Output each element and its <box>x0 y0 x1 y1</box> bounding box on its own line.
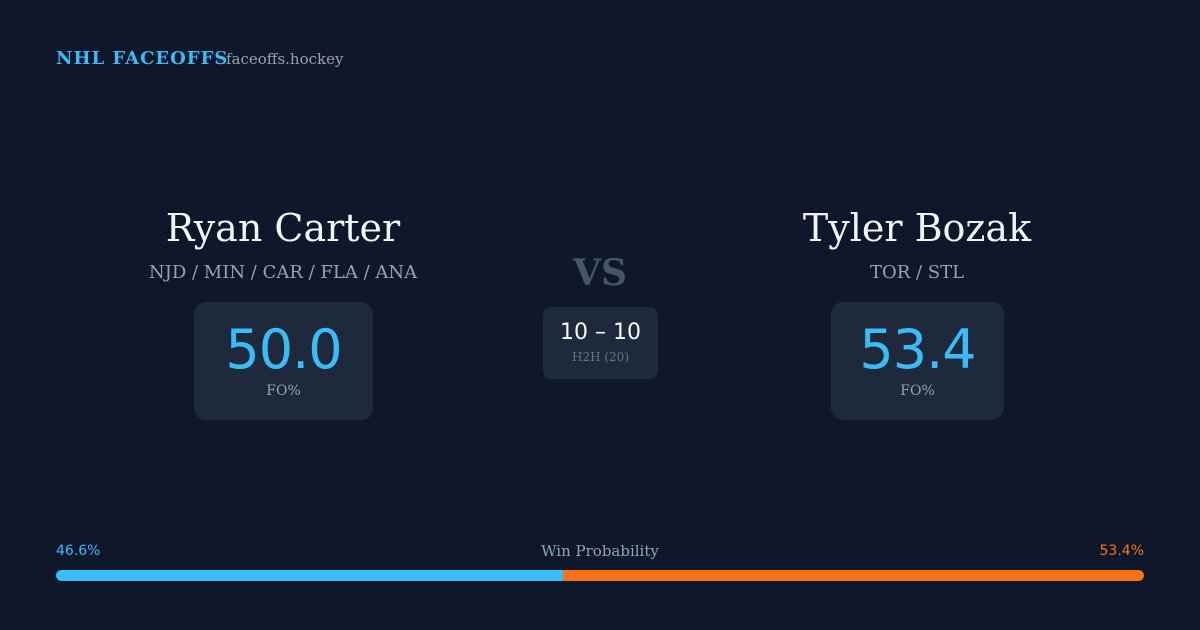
player-teams: TOR / STL <box>869 262 965 283</box>
site-name: faceoffs.hockey <box>226 50 344 68</box>
right-segment <box>563 570 1144 581</box>
left-segment <box>56 570 563 581</box>
vs-label: VS <box>573 252 627 294</box>
fo-value: 53.4 <box>859 318 976 381</box>
brand-title: NHL FACEOFFS <box>56 48 229 69</box>
fo-label: FO% <box>900 383 935 399</box>
probability-title: Win Probability <box>541 542 659 560</box>
player-name: Ryan Carter <box>165 206 401 250</box>
right-probability: 53.4% <box>1099 543 1144 559</box>
h2h-card: 10 – 10 H2H (20) <box>543 307 658 379</box>
h2h-score: 10 – 10 <box>560 320 641 345</box>
h2h-label: H2H (20) <box>571 350 629 364</box>
player-name: Tyler Bozak <box>802 206 1032 250</box>
probability-bar <box>56 570 1144 581</box>
fo-label: FO% <box>266 383 301 399</box>
fo-card: 50.0 FO% <box>194 302 373 420</box>
left-probability: 46.6% <box>56 543 101 559</box>
player-teams: NJD / MIN / CAR / FLA / ANA <box>148 262 418 283</box>
fo-card: 53.4 FO% <box>831 302 1004 420</box>
fo-value: 50.0 <box>225 318 342 381</box>
